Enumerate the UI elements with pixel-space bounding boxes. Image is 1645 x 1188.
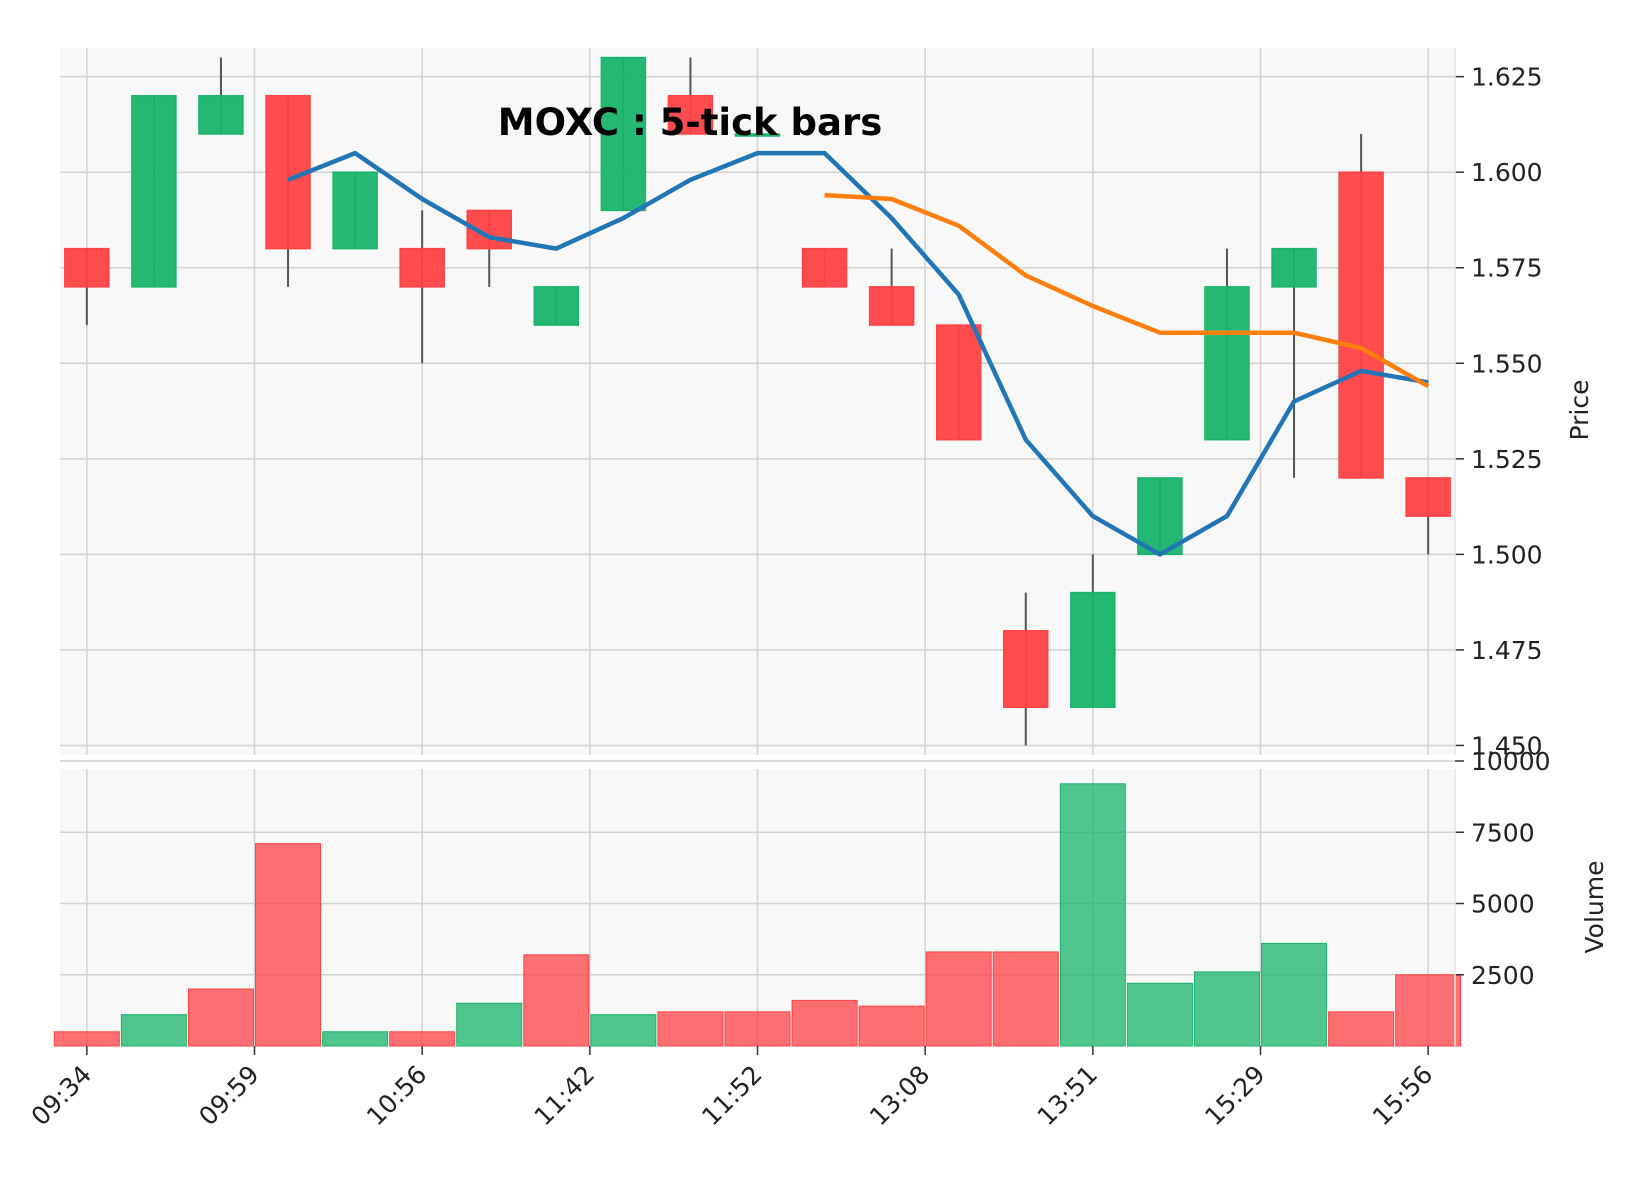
candle-body-up [1070,591,1116,708]
chart-title: MOXC : 5-tick bars [498,101,883,144]
volume-bars [53,783,1462,1047]
price-tick-label: 1.600 [1471,158,1543,187]
x-tick-label: 13:08 [864,1060,935,1131]
x-tick-label: 13:51 [1032,1060,1103,1131]
candle-body-up [1204,286,1250,441]
candle-body-down [1003,630,1049,708]
candle-body-up [332,171,378,250]
x-tick-label: 15:56 [1367,1060,1438,1131]
volume-bar [791,999,858,1047]
price-tick-label: 1.625 [1471,63,1543,92]
candle-body-down [868,286,915,326]
moving-average-short-line [287,150,1429,557]
volume-bar [255,843,322,1047]
volume-bar [992,951,1059,1047]
candle-body-up [533,286,580,326]
candle-body-down [399,247,445,288]
price-candles [64,56,1451,746]
candle-body-down [667,95,714,135]
price-tick-label: 1.575 [1471,254,1543,283]
candle-body-up [131,95,177,288]
volume-bar [657,1011,724,1047]
volume-bar [925,951,992,1047]
volume-bar [53,1031,120,1047]
candle-body-up [600,56,647,212]
volume-bar [1328,1011,1395,1047]
price-tick-label: 1.500 [1471,540,1543,569]
volume-bar [724,1011,791,1047]
candle-body-up [1271,247,1317,288]
candle-body-up [1137,477,1183,556]
volume-bar [187,988,254,1047]
candle-body-down [64,247,110,288]
x-tick-label: 11:52 [696,1060,767,1131]
moving-averages [287,150,1430,557]
candle-body-up [734,133,781,137]
volume-tick-label: 5000 [1471,890,1535,919]
volume-tick-label: 7500 [1471,818,1535,847]
volume-bar [322,1031,389,1047]
x-tick-label: 10:56 [361,1060,432,1131]
price-axis-label: Price [1565,380,1594,441]
candle-body-down [1405,477,1451,517]
moving-average-long-line [824,192,1430,389]
volume-bar [1193,971,1260,1047]
x-tick-label: 15:29 [1199,1060,1270,1131]
price-tick-label: 1.475 [1471,636,1543,665]
price-tick-label: 1.525 [1471,445,1543,474]
volume-tick-label: 10000 [1471,747,1551,776]
volume-bar [389,1031,456,1047]
candle-body-up [198,95,244,135]
volume-bar [1059,783,1126,1047]
candle-body-down [801,247,848,288]
volume-bar [523,954,590,1047]
volume-axis-label: Volume [1580,861,1609,954]
price-tick-label: 1.550 [1471,349,1543,378]
x-tick-label: 09:34 [26,1060,97,1131]
x-tick-label: 09:59 [193,1060,264,1131]
volume-bar [1126,982,1193,1047]
x-tick-label: 11:42 [529,1060,600,1131]
volume-bar [456,1002,523,1047]
volume-bar [120,1014,187,1047]
volume-bar [590,1014,657,1047]
volume-bar [1261,942,1328,1047]
candle-body-down [935,324,982,441]
volume-tick-label: 2500 [1471,961,1535,990]
candle-body-down [1338,171,1384,479]
volume-bar [1395,974,1462,1047]
volume-bar [858,1005,925,1047]
price-tick-label: 1.450 [1471,731,1543,760]
